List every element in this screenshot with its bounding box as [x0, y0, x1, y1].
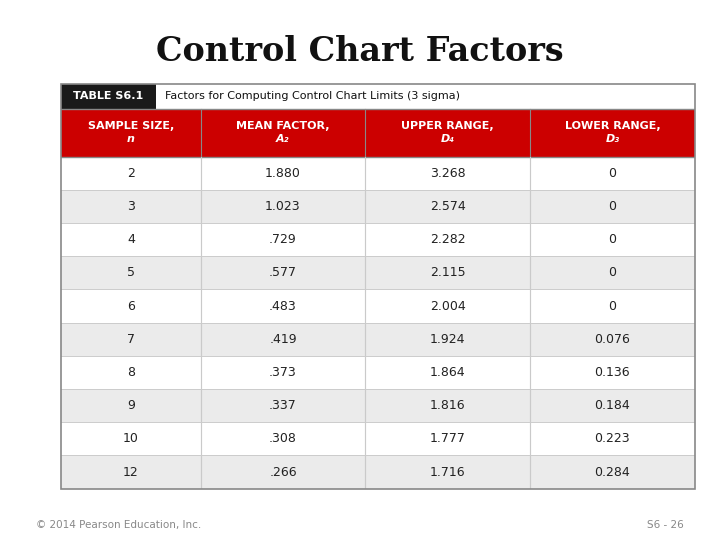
Text: .266: .266 — [269, 465, 297, 478]
Text: A₂: A₂ — [276, 134, 289, 144]
Text: 8: 8 — [127, 366, 135, 379]
Text: .373: .373 — [269, 366, 297, 379]
Bar — [61, 190, 695, 223]
Text: © 2014 Pearson Education, Inc.: © 2014 Pearson Education, Inc. — [36, 520, 202, 530]
Text: 1.924: 1.924 — [430, 333, 465, 346]
Text: 10: 10 — [123, 433, 139, 446]
Text: MEAN FACTOR,: MEAN FACTOR, — [236, 121, 330, 131]
Text: 0.184: 0.184 — [595, 399, 630, 412]
Text: 3.268: 3.268 — [430, 167, 466, 180]
Text: .419: .419 — [269, 333, 297, 346]
Text: 5: 5 — [127, 266, 135, 279]
Text: UPPER RANGE,: UPPER RANGE, — [401, 121, 494, 131]
Text: 0: 0 — [608, 167, 616, 180]
Text: 0.136: 0.136 — [595, 366, 630, 379]
Bar — [61, 109, 695, 157]
Text: 6: 6 — [127, 300, 135, 313]
Text: Control Chart Factors: Control Chart Factors — [156, 35, 564, 68]
Text: 0.284: 0.284 — [595, 465, 630, 478]
Bar — [61, 256, 695, 289]
Text: 3: 3 — [127, 200, 135, 213]
Text: 1.864: 1.864 — [430, 366, 466, 379]
Text: D₃: D₃ — [606, 134, 619, 144]
Text: TABLE S6.1: TABLE S6.1 — [73, 91, 144, 102]
Text: 9: 9 — [127, 399, 135, 412]
Text: 1.716: 1.716 — [430, 465, 466, 478]
Text: SAMPLE SIZE,: SAMPLE SIZE, — [88, 121, 174, 131]
Text: LOWER RANGE,: LOWER RANGE, — [564, 121, 660, 131]
Bar — [61, 84, 156, 109]
Text: 2.004: 2.004 — [430, 300, 466, 313]
Text: 0.223: 0.223 — [595, 433, 630, 446]
Bar — [61, 289, 695, 322]
Text: D₄: D₄ — [441, 134, 455, 144]
Text: 2: 2 — [127, 167, 135, 180]
Text: 12: 12 — [123, 465, 139, 478]
Text: 7: 7 — [127, 333, 135, 346]
Text: S6 - 26: S6 - 26 — [647, 520, 684, 530]
Text: n: n — [127, 134, 135, 144]
Text: 1.816: 1.816 — [430, 399, 466, 412]
Text: .337: .337 — [269, 399, 297, 412]
Bar — [61, 157, 695, 190]
Text: 0: 0 — [608, 200, 616, 213]
Text: .577: .577 — [269, 266, 297, 279]
Text: Factors for Computing Control Chart Limits (3 sigma): Factors for Computing Control Chart Limi… — [166, 91, 461, 102]
Text: 1.023: 1.023 — [265, 200, 301, 213]
Text: 0: 0 — [608, 300, 616, 313]
Text: .729: .729 — [269, 233, 297, 246]
Bar — [61, 223, 695, 256]
Text: 2.574: 2.574 — [430, 200, 466, 213]
Text: 0.076: 0.076 — [595, 333, 631, 346]
Text: 2.282: 2.282 — [430, 233, 466, 246]
Bar — [61, 389, 695, 422]
Text: 1.777: 1.777 — [430, 433, 466, 446]
Text: 1.880: 1.880 — [265, 167, 301, 180]
Bar — [61, 322, 695, 356]
Bar — [61, 455, 695, 489]
Text: 2.115: 2.115 — [430, 266, 466, 279]
Text: .308: .308 — [269, 433, 297, 446]
Bar — [61, 356, 695, 389]
Text: 0: 0 — [608, 233, 616, 246]
Text: .483: .483 — [269, 300, 297, 313]
Text: 4: 4 — [127, 233, 135, 246]
Text: 0: 0 — [608, 266, 616, 279]
Bar — [61, 422, 695, 455]
